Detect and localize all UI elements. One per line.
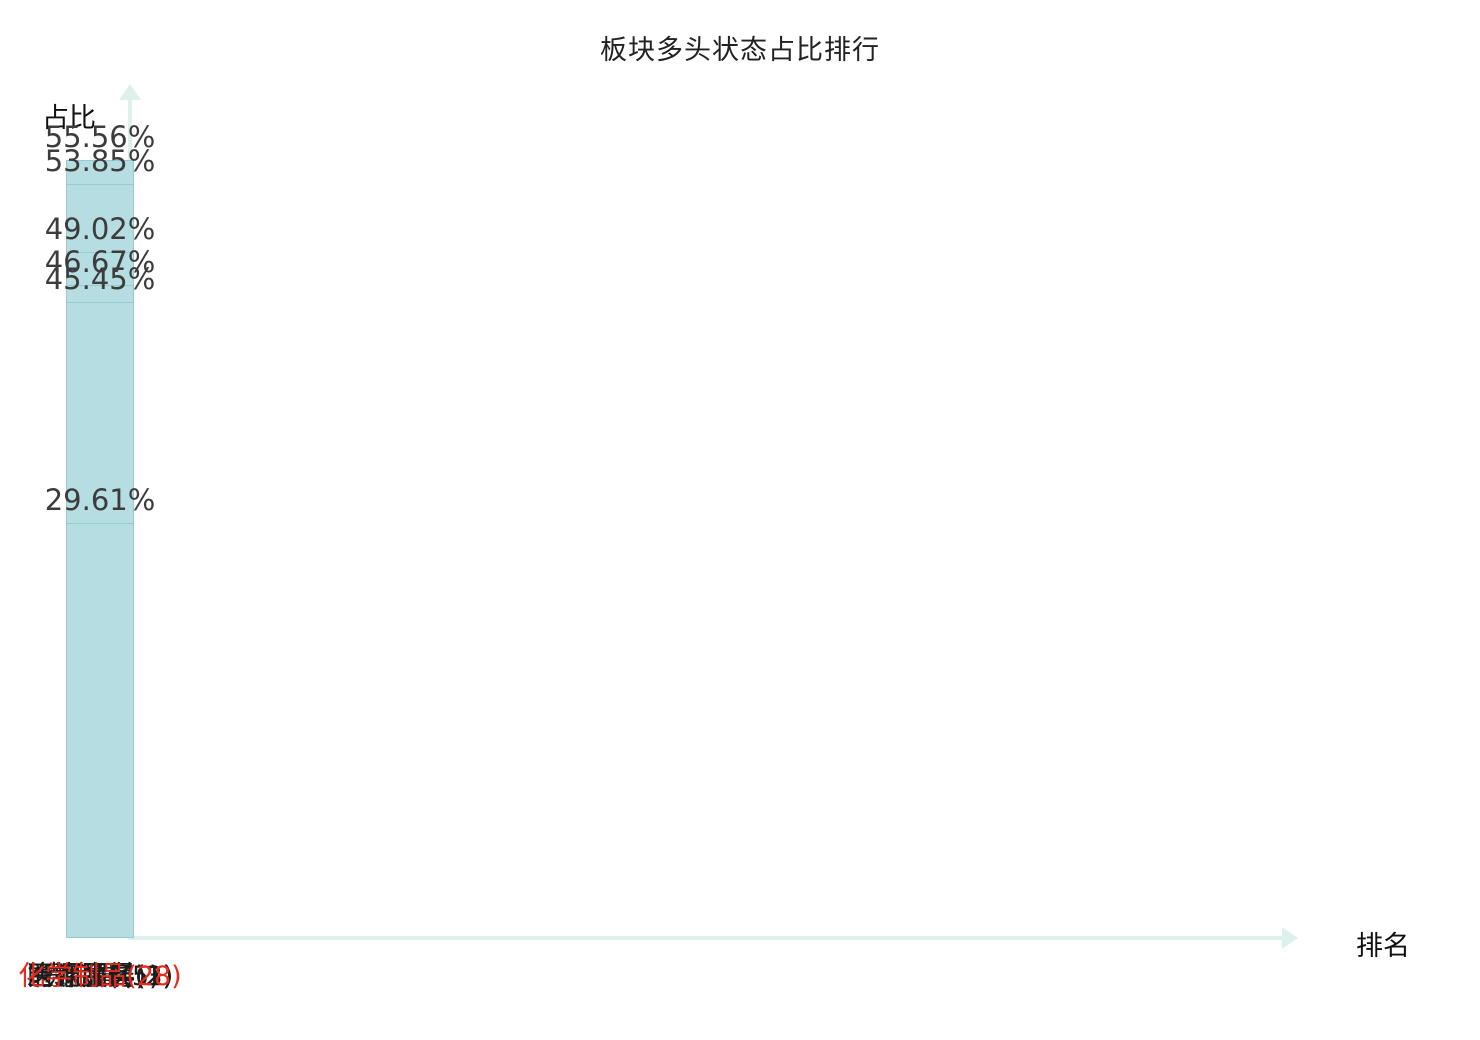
bar-value-label: 29.61%	[44, 483, 156, 517]
x-category-label: 化学制品(28)	[18, 961, 182, 992]
x-category-label: 饰品(4)	[53, 961, 147, 992]
bar-value-label: 49.02%	[44, 212, 156, 246]
x-category-label: 冶钢原料(1)	[26, 961, 174, 992]
bar-value-label: 55.56%	[44, 120, 156, 154]
x-category-label: 医疗服务(3)	[26, 961, 174, 992]
bar-value-label: 53.85%	[44, 144, 156, 178]
y-axis-title: 占比	[42, 103, 96, 134]
chart-title: 板块多头状态占比排行	[600, 35, 880, 66]
x-axis-title: 排名	[1356, 931, 1410, 962]
x-category-label: 贵金属(5)	[40, 961, 160, 992]
y-axis-arrow-icon	[119, 84, 141, 100]
x-axis-line	[128, 936, 1286, 940]
x-category-label: 能源金属(2)	[26, 961, 174, 992]
bar-value-label: 46.67%	[44, 245, 156, 279]
bar-group: 29.61% 化学制品(28)	[0, 483, 200, 992]
bar-value-label: 45.45%	[44, 262, 156, 296]
x-axis-arrow-icon	[1282, 927, 1298, 949]
bar	[66, 523, 134, 938]
